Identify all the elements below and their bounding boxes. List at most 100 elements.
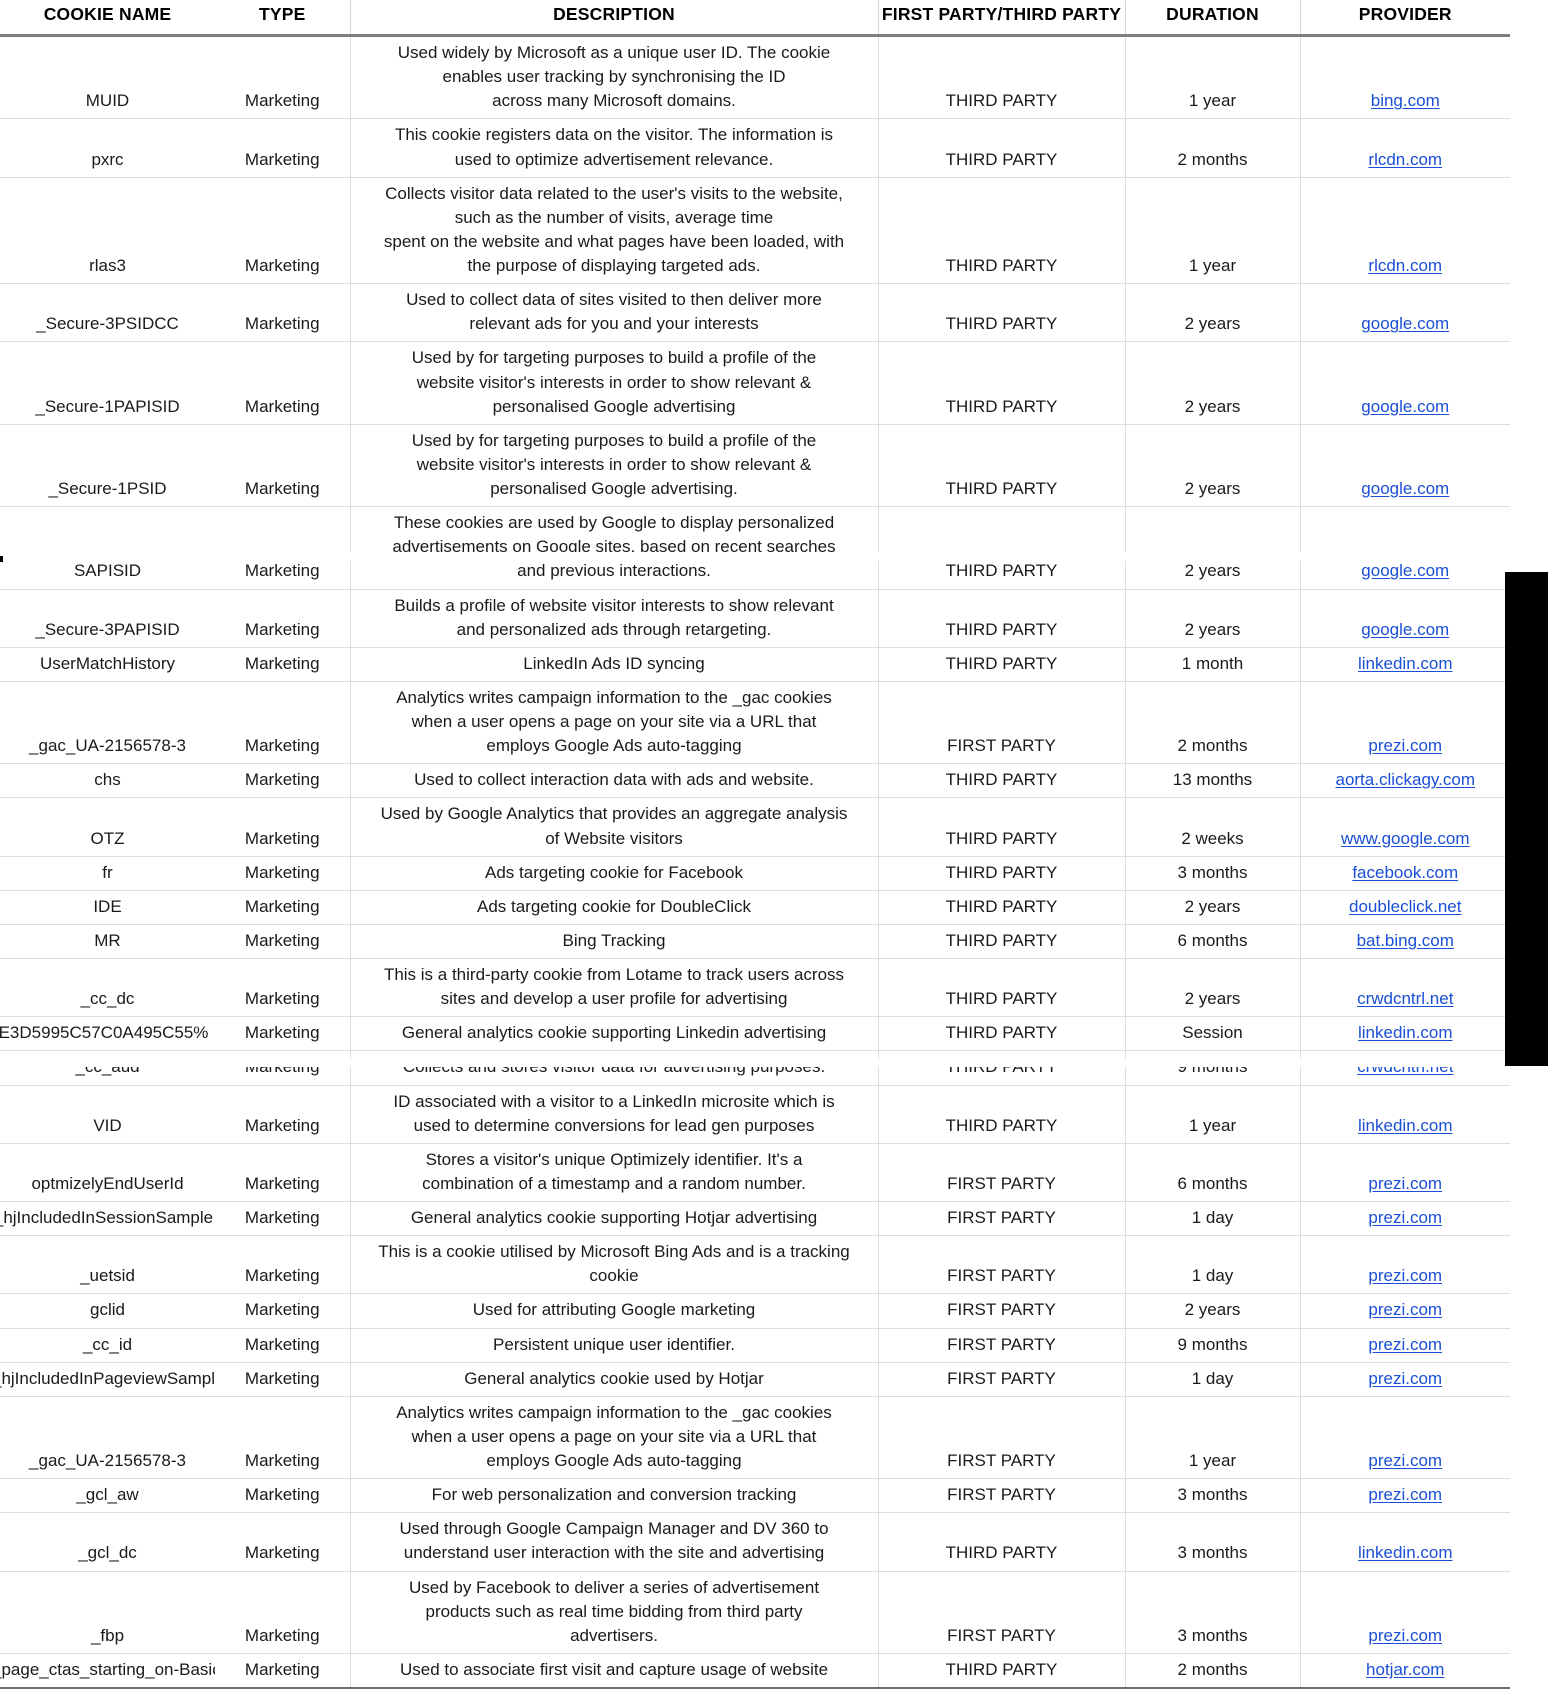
provider-link[interactable]: prezi.com (1368, 1451, 1443, 1470)
provider-link[interactable]: bat.bing.com (1356, 930, 1454, 950)
cookie-name-text: MR (94, 930, 121, 950)
cell-cookie-name: _uetsid (0, 1235, 215, 1295)
cell-type: Marketing (215, 177, 351, 285)
provider-link[interactable]: rlcdn.com (1368, 256, 1443, 275)
cell-type: Marketing (215, 341, 351, 425)
cell-party: FIRST PARTY (878, 681, 1126, 765)
description-line: personalised Google advertising (492, 396, 736, 416)
cell-description: General analytics cookie supporting Hotj… (350, 1201, 879, 1237)
cell-provider: rlcdn.com (1300, 118, 1510, 178)
provider-link[interactable]: linkedin.com (1358, 653, 1453, 673)
description-line: Analytics writes campaign information to… (396, 1402, 832, 1422)
cell-party: THIRD PARTY (878, 797, 1126, 857)
description-line: products such as real time bidding from … (425, 1601, 803, 1621)
cell-party: THIRD PARTY (878, 856, 1126, 891)
provider-link[interactable]: linkedin.com (1358, 1023, 1453, 1043)
provider-link[interactable]: prezi.com (1368, 1485, 1443, 1505)
table-row: rlas3 Marketing Collects visitor data rela… (0, 177, 1510, 285)
cell-party: THIRD PARTY (878, 283, 1126, 343)
table-row: _fbp Marketing Used by Facebook to deliver… (0, 1571, 1510, 1654)
description-line: Collects and stores visitor data for adv… (402, 1057, 826, 1077)
description-line: Builds a profile of website visitor inte… (394, 595, 834, 615)
cell-type: Marketing (215, 681, 351, 765)
cell-duration: Session (1125, 1016, 1301, 1052)
cell-type: Marketing (215, 1653, 351, 1689)
cell-description: Used to associate first visit and captur… (350, 1653, 879, 1689)
cell-party: THIRD PARTY (878, 118, 1126, 178)
cell-provider: crwdcntrl.net (1300, 1050, 1510, 1086)
cell-type: Marketing (215, 763, 351, 799)
provider-link[interactable]: www.google.com (1340, 828, 1470, 848)
cell-provider: prezi.com (1300, 1362, 1510, 1397)
provider-link[interactable]: prezi.com (1368, 736, 1443, 756)
provider-link[interactable]: google.com (1361, 396, 1450, 416)
cell-cookie-name: optmizelyEndUserId (0, 1143, 215, 1203)
cell-provider: linkedin.com (1300, 1512, 1510, 1572)
cell-type: Marketing (215, 958, 351, 1018)
cell-provider: rlcdn.com (1300, 177, 1510, 285)
description-line: General analytics cookie supporting Link… (401, 1023, 827, 1043)
cell-description: For web personalization and conversion t… (350, 1478, 879, 1514)
provider-link[interactable]: bing.com (1370, 91, 1440, 111)
cell-description: Used through Google Campaign Manager and… (350, 1512, 879, 1572)
table-row: _uetsid Marketing This is a cookie utilise… (0, 1235, 1510, 1295)
cell-party: THIRD PARTY (878, 1512, 1126, 1572)
provider-link[interactable]: google.com (1361, 561, 1450, 581)
description-line: sites and develop a user profile for adv… (440, 989, 788, 1009)
provider-link[interactable]: google.com (1361, 314, 1450, 334)
provider-link[interactable]: prezi.com (1368, 1368, 1443, 1388)
cell-cookie-name: MUID (0, 35, 215, 120)
cookie-name-text: fr (102, 862, 113, 882)
cookie-name-text: _hjIncludedInPageviewSample (0, 1368, 215, 1388)
header-row: COOKIE NAME TYPE DESCRIPTION FIRST PARTY… (0, 0, 1510, 37)
provider-link[interactable]: facebook.com (1352, 862, 1459, 882)
description-line: when a user opens a page on your site vi… (411, 1426, 817, 1446)
description-line: such as the number of visits, average ti… (454, 207, 774, 227)
cell-cookie-name: fr (0, 856, 215, 891)
cell-party: THIRD PARTY (878, 763, 1126, 799)
cell-provider: prezi.com (1300, 1293, 1510, 1329)
provider-link[interactable]: prezi.com (1368, 1208, 1443, 1227)
table-row: _Secure-3PSIDCC Marketing Used to collect … (0, 283, 1510, 343)
provider-link[interactable]: hotjar.com (1366, 1659, 1445, 1679)
provider-link[interactable]: prezi.com (1368, 1173, 1443, 1193)
cell-cookie-name: rlas3 (0, 177, 215, 285)
provider-link[interactable]: prezi.com (1368, 1625, 1443, 1645)
cookie-name-text: _gac_UA-2156578-3 (29, 1451, 186, 1470)
cell-party: FIRST PARTY (878, 1235, 1126, 1295)
description-line: combination of a timestamp and a random … (422, 1173, 806, 1193)
cell-cookie-name: VID (0, 1085, 215, 1144)
table-header: COOKIE NAME TYPE DESCRIPTION FIRST PARTY… (0, 0, 1510, 37)
description-line: Ads targeting cookie for DoubleClick (476, 896, 752, 916)
provider-link[interactable]: crwdcntrl.net (1357, 1057, 1454, 1077)
table-row: _gcl_dc Marketing Used through Google Camp… (0, 1512, 1510, 1572)
cookie-name-text: VID (93, 1115, 122, 1135)
cell-cookie-name: _hjIncludedInSessionSample (0, 1201, 215, 1237)
cookie-name-text: _gcl_aw (76, 1485, 139, 1505)
cell-duration: 2 years (1125, 506, 1301, 590)
cell-party: FIRST PARTY (878, 1328, 1126, 1363)
provider-link[interactable]: google.com (1361, 479, 1450, 498)
cell-party: THIRD PARTY (878, 589, 1126, 648)
provider-link[interactable]: linkedin.com (1358, 1543, 1453, 1563)
description-line: of Website visitors (545, 828, 683, 848)
table-row: SAPISID Marketing These cookies are used b… (0, 506, 1510, 590)
provider-link[interactable]: google.com (1361, 619, 1450, 639)
cell-description: Used to collect interaction data with ad… (350, 763, 879, 799)
provider-link[interactable]: doubleclick.net (1349, 896, 1462, 916)
cell-type: Marketing (215, 856, 351, 891)
provider-link[interactable]: prezi.com (1368, 1300, 1443, 1320)
cell-cookie-name: UserMatchHistory (0, 647, 215, 682)
provider-link[interactable]: aorta.clickagy.com (1335, 770, 1475, 790)
provider-link[interactable]: rlcdn.com (1368, 149, 1443, 169)
cookie-name-text: _cc_id (82, 1334, 133, 1354)
provider-link[interactable]: crwdcntrl.net (1357, 989, 1454, 1009)
cell-description: Stores a visitor's unique Optimizely ide… (350, 1143, 879, 1203)
cell-provider: prezi.com (1300, 681, 1510, 765)
cell-type: Marketing (215, 283, 351, 343)
provider-link[interactable]: linkedin.com (1358, 1115, 1453, 1135)
table-row: optmizelyEndUserId Marketing Stores a visi… (0, 1143, 1510, 1203)
provider-link[interactable]: prezi.com (1368, 1266, 1443, 1286)
cookie-name-text: _uetsid (80, 1266, 135, 1286)
provider-link[interactable]: prezi.com (1368, 1334, 1443, 1354)
